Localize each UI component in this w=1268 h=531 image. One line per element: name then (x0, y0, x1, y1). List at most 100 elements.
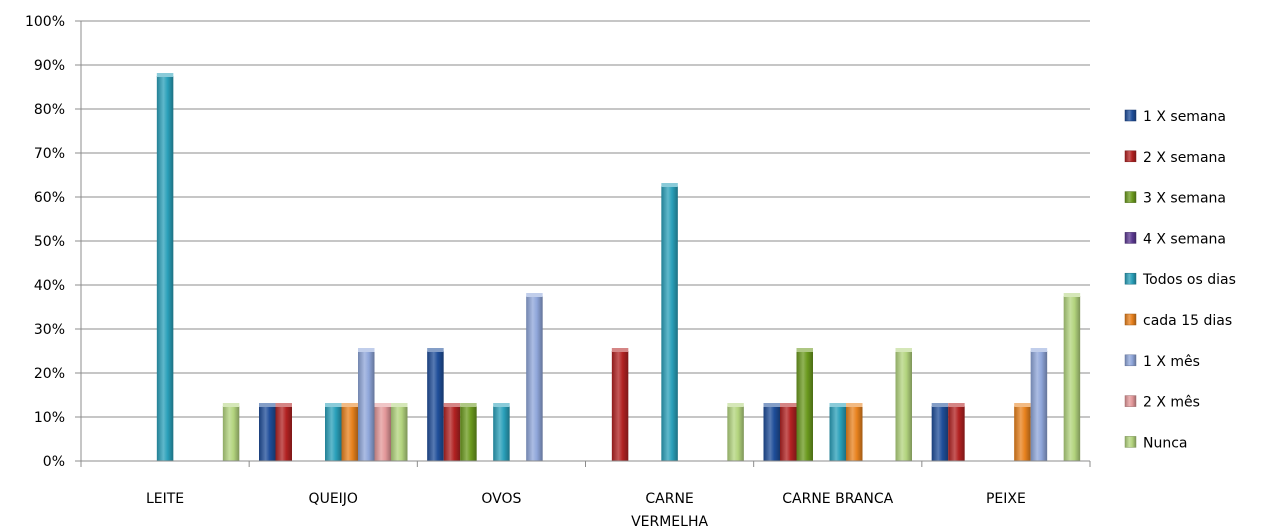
legend-label: 2 X semana (1143, 150, 1226, 166)
bar-body (460, 406, 477, 461)
bar-body (611, 351, 629, 461)
legend: 1 X semana 2 X semana 3 X semana 4 X semana… (1124, 109, 1236, 451)
bar-body (325, 406, 342, 461)
bar (526, 293, 543, 461)
bar-top (829, 403, 846, 407)
bar-body (427, 351, 444, 461)
bar (727, 403, 744, 461)
bar-top (948, 403, 965, 407)
bar-body (493, 406, 510, 461)
bar-body (391, 406, 408, 461)
bar (460, 403, 477, 461)
bar-body (443, 406, 461, 461)
bar-top (427, 348, 444, 352)
bars (156, 73, 1081, 461)
y-tick-label: 100% (25, 14, 65, 30)
bar-top (222, 403, 240, 407)
bar (829, 403, 846, 461)
bar (931, 403, 949, 461)
bar (341, 403, 358, 461)
legend-label: 1 X mês (1143, 354, 1200, 370)
bar (222, 403, 240, 461)
legend-item: Nunca (1124, 435, 1188, 451)
bar (259, 403, 276, 461)
bar-body (1014, 406, 1031, 461)
y-tick-label: 40% (34, 278, 65, 294)
x-category-label: QUEIJO (309, 491, 358, 507)
bar (325, 403, 342, 461)
x-category-label-line: PEIXE (986, 491, 1026, 507)
bar-top (275, 403, 292, 407)
bar-top (611, 348, 629, 352)
bar-body (948, 406, 965, 461)
bar-top (374, 403, 391, 407)
bar (275, 403, 292, 461)
bar-top (1063, 293, 1081, 297)
bar-top (931, 403, 949, 407)
bar-top (763, 403, 780, 407)
legend-swatch (1124, 272, 1137, 285)
bar-body (259, 406, 276, 461)
bar-body (763, 406, 780, 461)
x-category-label-line: LEITE (146, 491, 184, 507)
bar-body (661, 186, 678, 461)
legend-label: 1 X semana (1143, 109, 1226, 125)
bar (1063, 293, 1081, 461)
bar (780, 403, 797, 461)
bar-body (374, 406, 391, 461)
legend-swatch (1124, 109, 1137, 122)
bar-body (931, 406, 949, 461)
x-axis-category-labels: LEITE QUEIJO OVOS CARNE VERMELHA CARNE BRANCA… (146, 491, 1026, 530)
bar-body (358, 351, 375, 461)
legend-item: cada 15 dias (1124, 313, 1232, 329)
bar-body (829, 406, 846, 461)
y-tick-label: 60% (34, 190, 65, 206)
x-category-label: PEIXE (986, 491, 1026, 507)
legend-swatch (1124, 436, 1137, 448)
bar (796, 348, 813, 461)
x-category-label: OVOS (481, 491, 521, 507)
bar-body (895, 351, 912, 461)
legend-swatch (1124, 395, 1137, 407)
x-category-label-line: CARNE BRANCA (782, 491, 893, 507)
legend-item: 4 X semana (1124, 231, 1226, 247)
y-tick-label: 80% (34, 102, 65, 118)
bar-body (222, 406, 240, 461)
bar-top (259, 403, 276, 407)
legend-item: 3 X semana (1124, 191, 1226, 207)
bar-top (727, 403, 744, 407)
bar-body (1063, 296, 1081, 461)
legend-swatch (1124, 354, 1137, 367)
bar (156, 73, 174, 461)
x-category-label-line: QUEIJO (309, 491, 358, 507)
legend-item: 2 X mês (1124, 395, 1200, 411)
y-tick-label: 30% (34, 322, 65, 338)
bar-body (780, 406, 797, 461)
y-tick-label: 50% (34, 234, 65, 250)
bar (763, 403, 780, 461)
bar-top (443, 403, 461, 407)
y-tick-label: 90% (34, 58, 65, 74)
legend-item: 2 X semana (1124, 150, 1226, 166)
bar-body (1030, 351, 1048, 461)
bar-top (780, 403, 797, 407)
bar-body (796, 351, 813, 461)
legend-label: Nunca (1143, 435, 1188, 451)
bar (374, 403, 391, 461)
bar (611, 348, 629, 461)
bar-body (341, 406, 358, 461)
x-category-label: LEITE (146, 491, 184, 507)
bar (391, 403, 408, 461)
legend-item: 1 X mês (1124, 354, 1200, 370)
bar-body (275, 406, 292, 461)
bar-top (156, 73, 174, 77)
bar-top (391, 403, 408, 407)
bar (661, 183, 678, 461)
bar-body (846, 406, 863, 461)
legend-swatch (1124, 150, 1137, 163)
gridlines (75, 20, 1090, 462)
bar-top (661, 183, 678, 187)
bar (443, 403, 461, 461)
bar (358, 348, 375, 461)
